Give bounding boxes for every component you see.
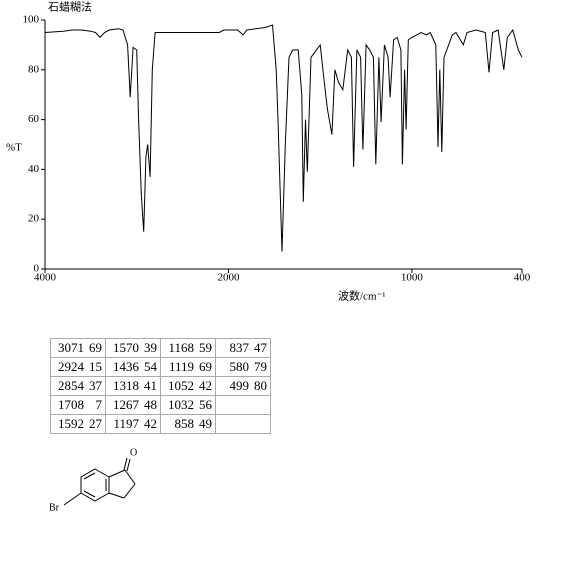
table-cell: 1708 7 (50, 395, 106, 415)
wavenumber: 499 (229, 378, 250, 393)
spectrum-line (44, 24, 523, 252)
x-tick-label: 4000 (34, 272, 57, 284)
y-tick-label: 40 (28, 163, 40, 175)
wavenumber: 1119 (168, 359, 194, 374)
transmittance: 47 (254, 340, 267, 355)
wavenumber: 3071 (58, 340, 84, 355)
table-row: 3071 69 1570 39 1168 59 837 47 (50, 338, 271, 358)
structure: O Br (49, 447, 137, 513)
wavenumber: 2924 (58, 359, 84, 374)
table-cell: 2854 37 (50, 376, 106, 396)
atom-label: O (130, 447, 137, 458)
atom-label: Br (49, 502, 60, 513)
transmittance: 56 (199, 397, 212, 412)
table-cell: 1570 39 (105, 338, 161, 358)
transmittance: 37 (89, 378, 102, 393)
table-cell: 499 80 (215, 376, 271, 396)
table-row: 1708 7 1267 48 1032 56 (50, 395, 271, 415)
chart-title: 石蜡糊法 (48, 0, 92, 14)
wavenumber: 1197 (113, 416, 139, 431)
transmittance: 41 (144, 378, 157, 393)
wavenumber: 1570 (113, 340, 139, 355)
table-row: 2854 37 1318 41 1052 42 499 80 (50, 376, 271, 396)
table-cell: 1052 42 (160, 376, 216, 396)
transmittance: 27 (89, 416, 102, 431)
transmittance: 59 (199, 340, 212, 355)
bonds (63, 457, 136, 506)
transmittance: 80 (254, 378, 267, 393)
table-cell: 1197 42 (105, 414, 161, 434)
transmittance: 42 (199, 378, 212, 393)
transmittance: 7 (95, 397, 103, 412)
transmittance: 42 (144, 416, 157, 431)
table-cell (215, 414, 271, 434)
table-cell: 580 79 (215, 357, 271, 377)
peak-table: 3071 69 1570 39 1168 59 837 47 2924 15 1436 54 1119 6… (50, 338, 271, 434)
y-tick-label: 60 (28, 113, 40, 125)
table-cell: 1267 48 (105, 395, 161, 415)
wavenumber: 1708 (58, 397, 84, 412)
table-cell: 1119 69 (160, 357, 216, 377)
x-axis-label: 波数/cm⁻¹ (338, 290, 386, 303)
transmittance: 69 (199, 359, 212, 374)
y-axis-label: %T (6, 142, 22, 154)
y-tick-label: 100 (23, 14, 40, 26)
table-row: 2924 15 1436 54 1119 69 580 79 (50, 357, 271, 377)
transmittance: 69 (89, 340, 102, 355)
table-cell: 2924 15 (50, 357, 106, 377)
table-cell: 1592 27 (50, 414, 106, 434)
y-tick-label: 20 (28, 213, 40, 225)
wavenumber: 1052 (168, 378, 194, 393)
transmittance: 79 (254, 359, 267, 374)
wavenumber: 1436 (113, 359, 139, 374)
chart: 石蜡糊法 %T 波数/cm⁻¹ 0 20 40 60 80 100 4000 2000 1000… (6, 0, 531, 303)
table-row: 1592 27 1197 42 858 49 (50, 414, 271, 434)
transmittance: 49 (199, 416, 212, 431)
x-tick-label: 2000 (217, 272, 240, 284)
wavenumber: 1592 (58, 416, 84, 431)
table-cell: 837 47 (215, 338, 271, 358)
wavenumber: 837 (229, 340, 250, 355)
y-tick-label: 0 (34, 263, 40, 275)
transmittance: 54 (144, 359, 157, 374)
wavenumber: 2854 (58, 378, 84, 393)
wavenumber: 1267 (113, 397, 139, 412)
y-tick-label: 80 (28, 63, 40, 75)
table-cell: 1168 59 (160, 338, 216, 358)
table-cell: 3071 69 (50, 338, 106, 358)
table-cell: 858 49 (160, 414, 216, 434)
transmittance: 39 (144, 340, 157, 355)
wavenumber: 1032 (168, 397, 194, 412)
x-tick-label: 400 (514, 272, 531, 284)
table-cell (215, 395, 271, 415)
table-cell: 1436 54 (105, 357, 161, 377)
transmittance: 48 (144, 397, 157, 412)
wavenumber: 1168 (168, 340, 194, 355)
table-cell: 1032 56 (160, 395, 216, 415)
transmittance: 15 (89, 359, 102, 374)
wavenumber: 580 (229, 359, 250, 374)
x-tick-label: 1000 (401, 272, 424, 284)
wavenumber: 858 (174, 416, 195, 431)
wavenumber: 1318 (113, 378, 139, 393)
table-cell: 1318 41 (105, 376, 161, 396)
